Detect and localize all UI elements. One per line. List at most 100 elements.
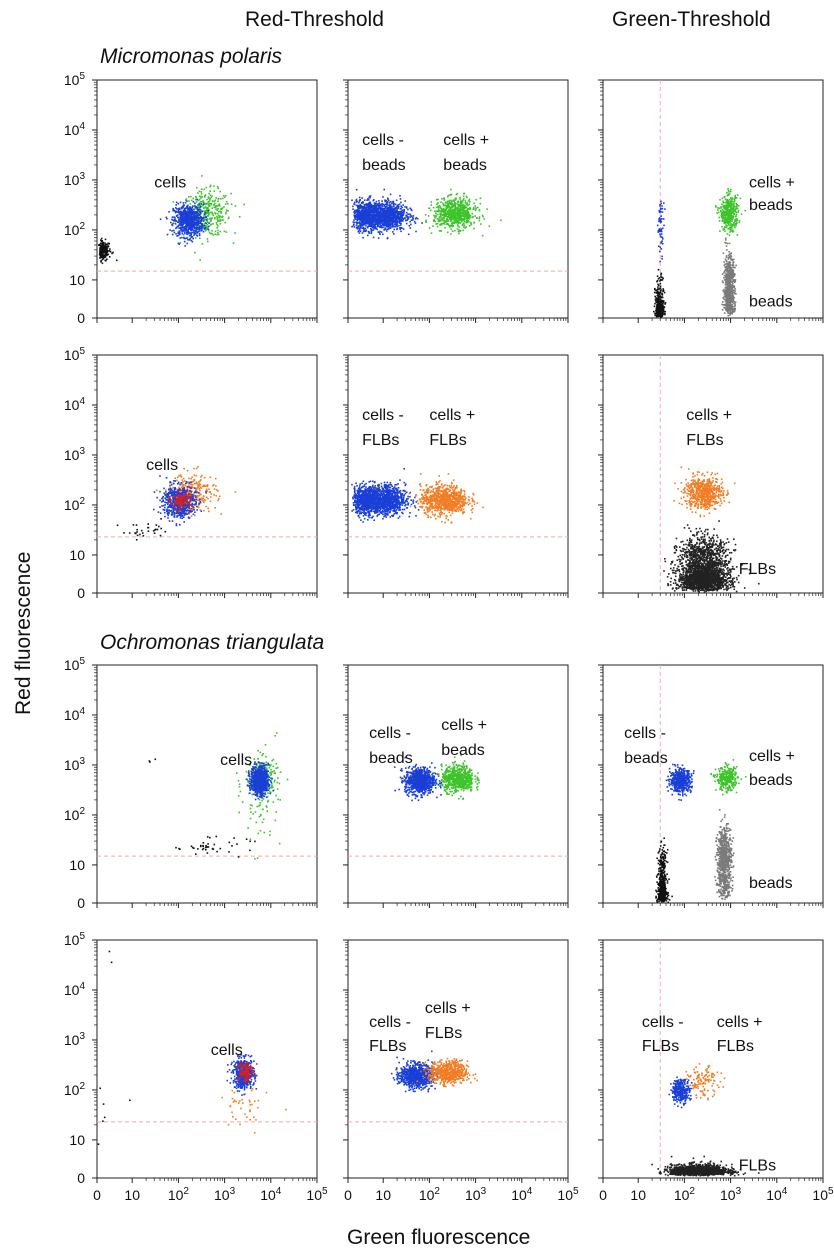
data-point [445,213,447,216]
data-point [206,226,209,228]
data-point [722,252,725,255]
data-point [733,203,735,205]
data-point [659,230,662,233]
data-point [656,298,658,300]
data-point [733,302,735,305]
data-point [735,264,737,267]
data-point [212,200,214,203]
data-point [196,217,199,219]
data-point [366,211,369,214]
data-point [380,217,382,219]
data-point [358,229,361,231]
data-point [369,195,372,197]
data-point [390,225,392,228]
data-point [475,207,477,209]
data-point [370,215,373,217]
data-point [720,206,722,208]
data-point [357,207,360,209]
data-point [727,228,729,230]
data-point [193,222,196,225]
data-point [657,311,659,314]
data-point [387,198,389,201]
data-point [734,279,737,281]
data-point [659,203,661,206]
data-point [183,231,186,233]
data-point [201,175,203,177]
data-point [435,212,437,214]
data-point [357,216,359,219]
data-point [731,227,733,229]
data-point [190,228,192,231]
data-point [729,304,732,306]
data-point [194,215,197,217]
data-point [736,207,739,210]
data-point [385,228,387,230]
data-point [183,208,186,211]
data-point [186,232,188,234]
data-point [374,213,376,216]
data-point [658,311,660,313]
data-point [390,220,393,223]
data-point [193,212,196,215]
data-point [654,312,656,315]
data-point [358,227,360,230]
data-point [727,292,730,294]
data-point [389,212,391,215]
data-point [437,198,439,201]
data-point [384,222,386,225]
data-point [463,215,465,218]
data-point [464,211,466,213]
data-point [390,209,393,211]
data-point [660,248,663,250]
data-point [458,218,461,220]
data-point [662,288,664,290]
data-point [655,299,657,302]
data-point [465,213,467,216]
data-point [464,214,466,216]
data-point [728,198,731,201]
data-point [723,217,726,219]
data-point [389,219,392,221]
data-point [192,215,194,217]
data-point [191,213,193,215]
data-point [731,277,733,280]
data-point [186,217,189,220]
data-point [398,220,401,222]
data-point [207,221,209,224]
data-point [104,255,107,257]
data-point [178,207,181,210]
data-point [180,210,182,213]
data-point [727,314,730,317]
data-point [384,199,386,201]
data-point [374,223,376,226]
data-point [478,219,481,222]
data-point [392,216,395,218]
data-point [660,236,663,238]
data-point [196,211,198,214]
tick-label: 0 [77,310,85,326]
data-point [194,212,197,215]
data-point [461,214,463,217]
data-point [107,245,110,247]
data-point [368,221,370,224]
data-point [363,211,366,213]
data-point [432,225,434,227]
data-point [450,205,453,208]
data-point [392,207,394,209]
data-point [398,211,401,214]
data-point [445,207,448,209]
data-point [383,211,386,214]
data-point [363,221,365,223]
data-point [367,205,369,207]
data-point [655,308,658,310]
data-point [438,217,441,219]
data-point [658,305,661,308]
data-point [655,297,657,299]
data-point [358,196,361,199]
data-point [401,209,404,212]
data-point [389,208,392,211]
data-point [358,210,360,212]
data-point [737,209,740,212]
data-point [188,210,191,212]
data-point [191,218,194,221]
